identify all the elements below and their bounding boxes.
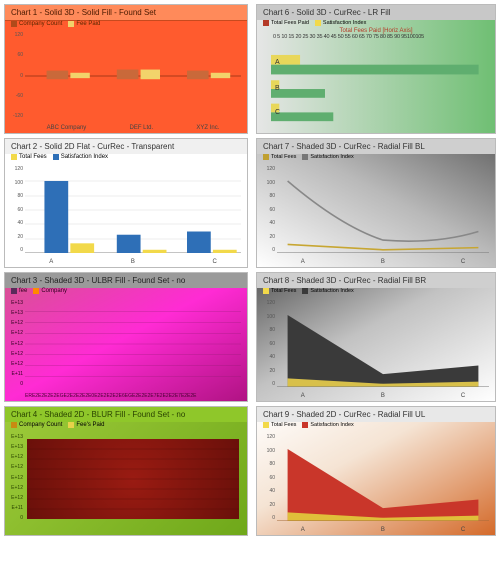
chart-9-plot [277,435,489,521]
chart-2-title: Chart 2 - Solid 2D Flat - CurRec - Trans… [5,139,247,154]
legend-label: Satisfaction Index [310,154,353,160]
chart-4-yaxis: E+13E+13E+12E+12E+12E+12E+12E+110 [7,435,23,521]
chart-6-haxis: 0 5 10 15 20 25 30 35 40 45 50 55 60 65 … [257,34,495,40]
legend-label: Satisfaction Index [310,288,353,294]
chart-1-legend: Company Count Fee Paid [5,21,247,29]
chart-6-title: Chart 6 - Solid 3D - CurRec - LR Fill [257,5,495,20]
chart-2-plot [25,167,241,253]
xcat: XYZ Inc. [196,125,219,131]
legend-label: Fee Paid [76,21,100,27]
chart-7-legend: Total Fees Satisfaction Index [257,154,495,162]
chart-9-legend: Total Fees Satisfaction Index [257,422,495,430]
chart-3-plot [25,301,241,387]
chart-4-title: Chart 4 - Shaded 2D - BLUR Fill - Found … [5,407,247,422]
chart-6: Chart 6 - Solid 3D - CurRec - LR Fill To… [256,4,496,134]
chart-7-title: Chart 7 - Shaded 3D - CurRec - Radial Fi… [257,139,495,154]
chart-8-legend: Total Fees Satisfaction Index [257,288,495,296]
legend-label: Total Fees Paid [271,20,309,26]
xcat: C [461,527,465,533]
xcat: C [212,259,216,265]
xcat: A [301,393,305,399]
chart-3-legend: fee Company [5,288,247,296]
xcat: C [461,393,465,399]
chart-8-xaxis: A B C [277,393,489,399]
legend-label: Total Fees [271,422,296,428]
chart-7: Chart 7 - Shaded 3D - CurRec - Radial Fi… [256,138,496,268]
legend-label: Total Fees [271,288,296,294]
xcat: A [301,259,305,265]
chart-8-title: Chart 8 - Shaded 3D - CurRec - Radial Fi… [257,273,495,288]
chart-2: Chart 2 - Solid 2D Flat - CurRec - Trans… [4,138,248,268]
chart-1: Chart 1 - Solid 3D - Solid Fill - Found … [4,4,248,134]
chart-1-xaxis: ABC Company DEF Ltd. XYZ Inc. [25,125,241,131]
chart-2-yaxis: 120100806040200 [7,167,23,253]
legend-label: Satisfaction Index [310,422,353,428]
chart-9: Chart 9 - Shaded 2D - CurRec - Radial Fi… [256,406,496,536]
chart-2-xaxis: A B C [25,259,241,265]
chart-3-xnote: ERE2E2E2E2EGE2E2E2E2E0E2E2E2E2E6EGE2E2E2… [25,393,241,399]
chart-1-plot [25,33,241,119]
chart-8-yaxis: 120100806040200 [259,301,275,387]
legend-label: Satisfaction Index [61,154,108,160]
chart-8: Chart 8 - Shaded 3D - CurRec - Radial Fi… [256,272,496,402]
legend-label: Company [41,288,67,294]
chart-7-yaxis: 120100806040200 [259,167,275,253]
chart-6-plot: A B C [271,53,489,127]
chart-6-legend: Total Fees Paid Satisfaction Index [257,20,495,28]
xcat: B [381,527,385,533]
chart-7-xaxis: A B C [277,259,489,265]
chart-9-yaxis: 120100806040200 [259,435,275,521]
legend-label: Fee's Paid [76,422,104,428]
row-label: B [275,85,280,92]
chart-3-yaxis: E+13E+13E+12E+12E+12E+12E+12E+110 [7,301,23,387]
xcat: A [301,527,305,533]
chart-9-title: Chart 9 - Shaded 2D - CurRec - Radial Fi… [257,407,495,422]
xcat: ABC Company [47,125,87,131]
chart-4: Chart 4 - Shaded 2D - BLUR Fill - Found … [4,406,248,536]
chart-1-yaxis: 120600-60-120 [7,33,23,119]
chart-1-title: Chart 1 - Solid 3D - Solid Fill - Found … [5,5,247,21]
xcat: B [131,259,135,265]
chart-3-title: Chart 3 - Shaded 3D - ULBR Fill - Found … [5,273,247,288]
chart-4-plot-bg [27,439,239,519]
legend-label: Total Fees [271,154,296,160]
legend-label: Total Fees [19,154,47,160]
chart-9-xaxis: A B C [277,527,489,533]
row-label: A [275,59,280,66]
legend-label: Satisfaction Index [323,20,366,26]
chart-grid: Chart 1 - Solid 3D - Solid Fill - Found … [4,4,496,536]
xcat: A [49,259,53,265]
legend-label: Company Count [19,422,62,428]
chart-2-legend: Total Fees Satisfaction Index [5,154,247,162]
chart-3: Chart 3 - Shaded 3D - ULBR Fill - Found … [4,272,248,402]
xcat: C [461,259,465,265]
chart-4-legend: Company Count Fee's Paid [5,422,247,430]
legend-label: fee [19,288,27,294]
chart-7-plot [277,167,489,253]
xcat: B [381,393,385,399]
legend-label: Company Count [19,21,62,27]
row-label: C [275,109,280,116]
xcat: DEF Ltd. [129,125,153,131]
chart-8-plot [277,301,489,387]
xcat: B [381,259,385,265]
